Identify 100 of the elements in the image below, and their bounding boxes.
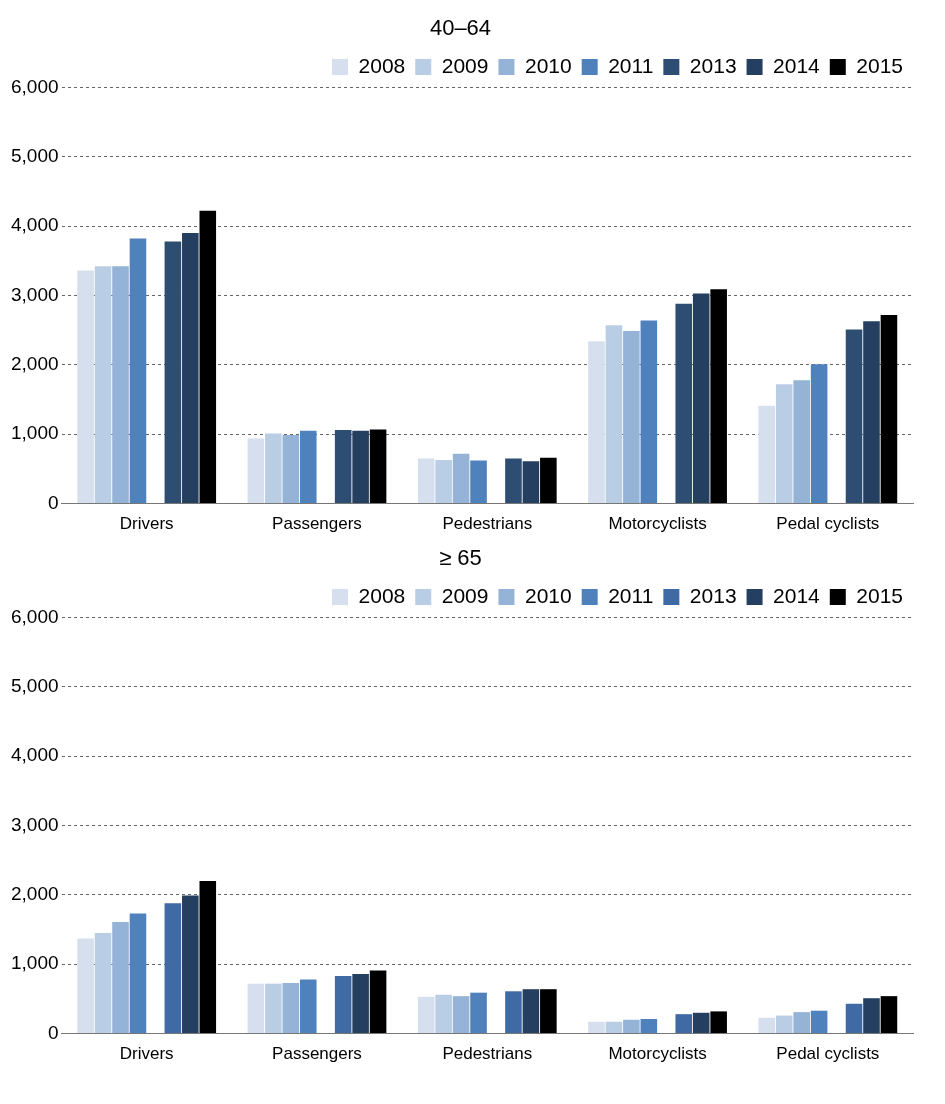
bar — [845, 329, 863, 504]
bar — [775, 1015, 793, 1034]
bar — [129, 238, 147, 504]
bar — [880, 996, 898, 1034]
bar — [94, 266, 112, 504]
bar — [164, 241, 182, 504]
bar — [793, 1012, 810, 1034]
bar — [505, 991, 522, 1034]
x-tick-label: Pedal cyclists — [776, 1044, 880, 1064]
bar — [112, 921, 129, 1034]
y-tick-label: 5,000 — [11, 145, 59, 166]
x-tick-label: Motorcyclists — [608, 514, 707, 534]
bar — [588, 1021, 605, 1034]
bar — [265, 983, 282, 1034]
y-tick-label: 2,000 — [11, 883, 59, 905]
y-tick-label: 3,000 — [11, 283, 59, 305]
bar — [199, 880, 217, 1034]
bar — [692, 1012, 710, 1034]
bar — [540, 989, 557, 1034]
x-tick-label: Passengers — [272, 1044, 362, 1064]
y-tick-label: 0 — [47, 1021, 59, 1043]
x-tick-label: Drivers — [119, 514, 174, 534]
bar — [164, 903, 182, 1034]
bar — [129, 913, 147, 1034]
legend-label: 2008 — [358, 53, 406, 77]
chart-title: 40–64 — [429, 15, 492, 41]
bar — [623, 330, 640, 504]
bar — [299, 979, 317, 1034]
y-tick-label: 5,000 — [11, 675, 59, 696]
y-tick-label: 6,000 — [11, 75, 59, 97]
bar — [640, 320, 658, 504]
bar — [640, 1019, 658, 1034]
bar — [282, 982, 300, 1034]
bar — [265, 433, 282, 504]
bar — [199, 210, 217, 504]
legend-label: 2010 — [524, 583, 572, 607]
bar — [692, 293, 710, 504]
bar — [675, 1014, 693, 1034]
legend-label: 2011 — [608, 583, 654, 607]
bar — [710, 289, 727, 504]
bar — [793, 380, 810, 504]
y-tick-label: 1,000 — [11, 952, 59, 974]
legend-label: 2014 — [773, 583, 821, 607]
bar — [710, 1011, 727, 1034]
y-tick-label: 6,000 — [11, 605, 59, 627]
chart-title: ≥ 65 — [439, 545, 482, 571]
bar — [605, 325, 623, 504]
bar — [435, 459, 452, 504]
x-tick-label: Pedal cyclists — [776, 514, 880, 534]
bar — [505, 458, 522, 504]
x-tick-label: Pedestrians — [442, 514, 533, 534]
bar — [522, 989, 540, 1034]
bar — [845, 1003, 863, 1034]
bar — [334, 430, 352, 504]
bar — [247, 983, 265, 1034]
bar — [112, 266, 129, 504]
bar — [334, 976, 352, 1034]
legend-label: 2009 — [441, 53, 489, 77]
bar — [282, 434, 300, 504]
y-tick-label: 1,000 — [11, 422, 59, 444]
bar — [540, 457, 557, 504]
bar — [775, 384, 793, 504]
legend-label: 2014 — [773, 53, 821, 77]
bar — [452, 996, 470, 1034]
bar — [758, 405, 776, 504]
x-tick-label: Drivers — [119, 1044, 174, 1064]
bar — [863, 321, 880, 504]
bar — [522, 461, 540, 504]
legend-label: 2009 — [441, 583, 489, 607]
legend-label: 2013 — [689, 53, 737, 77]
bar — [810, 364, 828, 504]
y-tick-label: 0 — [47, 491, 59, 513]
bar — [758, 1017, 776, 1034]
bar — [247, 438, 265, 504]
bar — [352, 430, 369, 504]
legend-label: 2013 — [689, 583, 737, 607]
y-tick-label: 4,000 — [11, 214, 59, 236]
legend-label: 2008 — [358, 583, 406, 607]
bar — [810, 1010, 828, 1034]
bar — [623, 1019, 640, 1034]
bar — [470, 460, 487, 504]
bar — [77, 938, 94, 1034]
legend-label: 2015 — [856, 53, 903, 77]
bar — [94, 933, 112, 1034]
bar — [417, 458, 435, 504]
bar — [182, 895, 199, 1034]
legend-label: 2010 — [524, 53, 572, 77]
bar — [352, 973, 369, 1034]
bar — [470, 992, 487, 1034]
y-tick-label: 4,000 — [11, 744, 59, 766]
bar — [452, 453, 470, 504]
legend-label: 2015 — [856, 583, 903, 607]
x-tick-label: Pedestrians — [442, 1044, 533, 1064]
bar — [675, 303, 693, 504]
legend-label: 2011 — [608, 53, 654, 77]
bar — [605, 1021, 623, 1034]
bar — [182, 233, 199, 504]
y-tick-label: 2,000 — [11, 353, 59, 375]
bar — [435, 994, 452, 1034]
bar — [880, 314, 898, 504]
